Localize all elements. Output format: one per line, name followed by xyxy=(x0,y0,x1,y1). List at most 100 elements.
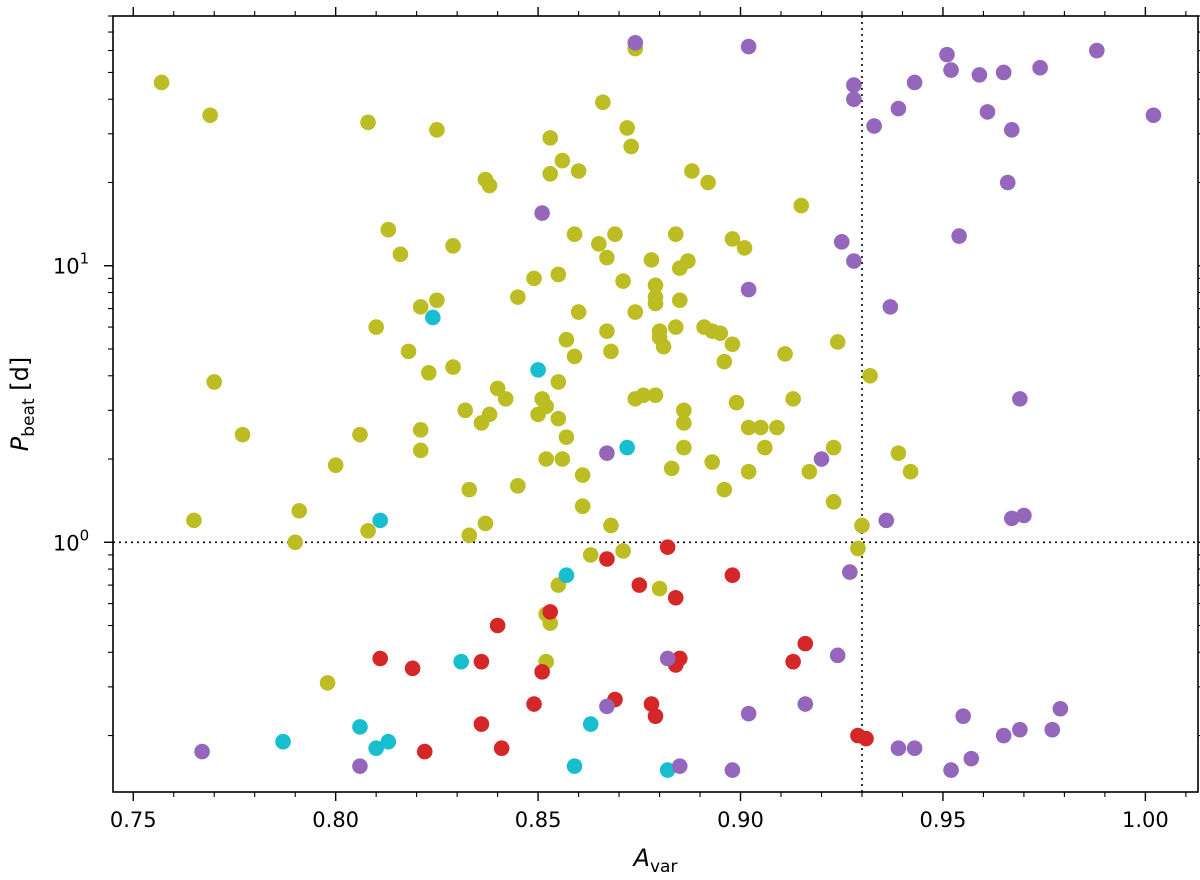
data-point-s1-2 xyxy=(368,740,384,757)
data-point-s2-1 xyxy=(404,660,421,677)
x-tick-label: 0.75 xyxy=(110,808,157,832)
data-point-s0-68 xyxy=(615,273,631,289)
data-point-s3-25 xyxy=(906,740,923,757)
data-point-s3-4 xyxy=(599,445,615,461)
data-point-s0-84 xyxy=(655,338,672,355)
data-point-s1-7 xyxy=(530,362,546,378)
x-tick-label: 0.85 xyxy=(515,808,562,832)
data-point-s0-21 xyxy=(429,122,445,138)
data-point-s0-47 xyxy=(550,374,567,390)
data-point-s2-12 xyxy=(631,577,648,593)
data-point-s2-5 xyxy=(489,617,506,634)
data-point-s0-108 xyxy=(752,419,769,436)
data-point-s3-33 xyxy=(971,67,988,83)
data-point-s1-0 xyxy=(275,733,291,750)
data-point-s3-16 xyxy=(842,564,858,580)
data-point-s3-41 xyxy=(1012,391,1028,407)
y-axis-label: Pbeat [d] xyxy=(6,357,39,451)
data-point-s2-9 xyxy=(542,604,559,620)
data-point-s0-93 xyxy=(680,253,696,269)
data-point-s0-14 xyxy=(392,246,409,263)
y-tick-label: 101 xyxy=(53,250,89,279)
data-point-s3-6 xyxy=(659,650,676,667)
data-point-s0-20 xyxy=(429,292,445,309)
data-point-s0-6 xyxy=(291,502,308,519)
data-point-s0-2 xyxy=(186,512,202,529)
data-point-s2-19 xyxy=(724,567,741,584)
data-point-s0-59 xyxy=(574,467,591,483)
data-point-s0-55 xyxy=(566,348,583,365)
data-point-s2-21 xyxy=(797,635,814,652)
data-point-s0-109 xyxy=(757,439,773,456)
data-point-s3-5 xyxy=(627,34,644,51)
data-point-s0-17 xyxy=(412,422,429,438)
data-point-s1-5 xyxy=(425,309,441,326)
data-point-s0-76 xyxy=(643,252,660,268)
data-point-s1-9 xyxy=(566,758,583,774)
data-point-s2-13 xyxy=(643,696,660,712)
data-point-s3-15 xyxy=(833,234,850,250)
data-point-s0-51 xyxy=(554,451,571,467)
data-point-s0-120 xyxy=(862,367,878,384)
data-point-s0-78 xyxy=(647,277,664,294)
data-point-s0-29 xyxy=(481,177,498,194)
reference-lines xyxy=(113,16,1198,792)
data-point-s0-56 xyxy=(570,163,587,179)
data-point-s3-1 xyxy=(352,758,368,774)
data-point-s0-96 xyxy=(700,174,716,191)
data-point-s0-87 xyxy=(667,226,684,243)
data-point-s2-4 xyxy=(473,716,490,732)
data-point-s0-16 xyxy=(412,299,429,315)
data-point-s0-85 xyxy=(663,460,680,477)
data-point-s3-29 xyxy=(943,62,959,78)
data-point-s3-30 xyxy=(951,228,967,244)
data-point-s3-14 xyxy=(829,647,846,664)
data-point-s3-32 xyxy=(963,750,980,767)
data-point-s0-114 xyxy=(801,463,818,480)
data-point-s0-53 xyxy=(558,429,575,445)
data-point-s0-58 xyxy=(574,498,591,515)
data-point-s0-72 xyxy=(627,304,644,320)
data-point-s0-52 xyxy=(558,331,575,348)
x-axis-label-sub: var xyxy=(650,857,677,877)
y-axis-label-sub: beat xyxy=(19,398,39,437)
data-point-s2-20 xyxy=(785,653,801,670)
data-point-s0-77 xyxy=(647,387,664,404)
data-point-s3-11 xyxy=(740,281,757,298)
data-point-s3-45 xyxy=(1052,700,1069,717)
x-tick-label: 1.00 xyxy=(1122,808,1169,832)
data-point-s0-92 xyxy=(676,402,692,419)
data-point-s0-24 xyxy=(457,402,474,419)
data-point-s0-94 xyxy=(684,163,700,179)
data-point-s0-8 xyxy=(327,457,344,473)
data-point-s0-112 xyxy=(785,391,801,407)
data-point-s0-90 xyxy=(676,415,692,431)
data-point-s1-3 xyxy=(372,512,389,529)
axis-ticks: 0.75 0.80 0.85 0.90 0.95 1.00 100 101 xyxy=(53,7,1200,832)
data-point-s0-45 xyxy=(542,615,559,631)
data-point-s3-46 xyxy=(1088,42,1105,59)
data-point-s0-60 xyxy=(582,547,599,563)
data-point-s3-13 xyxy=(813,451,830,467)
data-point-s0-4 xyxy=(234,426,251,443)
data-point-s3-43 xyxy=(1032,59,1048,76)
data-point-s0-86 xyxy=(667,319,684,335)
x-axis-label-main: A xyxy=(632,844,650,872)
data-point-s0-42 xyxy=(538,451,554,467)
data-point-s0-102 xyxy=(724,231,741,247)
data-point-s0-13 xyxy=(380,221,397,238)
data-point-s3-3 xyxy=(599,698,615,715)
data-point-s3-22 xyxy=(882,299,899,315)
data-point-s3-18 xyxy=(846,91,862,108)
data-point-s0-122 xyxy=(902,463,919,480)
data-point-s2-10 xyxy=(599,551,615,567)
data-point-s2-23 xyxy=(858,730,874,747)
y-tick-label: 100 xyxy=(53,526,89,555)
data-point-s0-18 xyxy=(412,442,429,459)
data-point-s2-2 xyxy=(416,743,433,760)
data-point-s0-104 xyxy=(728,394,745,411)
data-point-s1-8 xyxy=(558,567,575,584)
data-point-s3-34 xyxy=(979,104,996,120)
data-point-s3-20 xyxy=(866,118,882,134)
data-point-s0-119 xyxy=(854,517,870,534)
